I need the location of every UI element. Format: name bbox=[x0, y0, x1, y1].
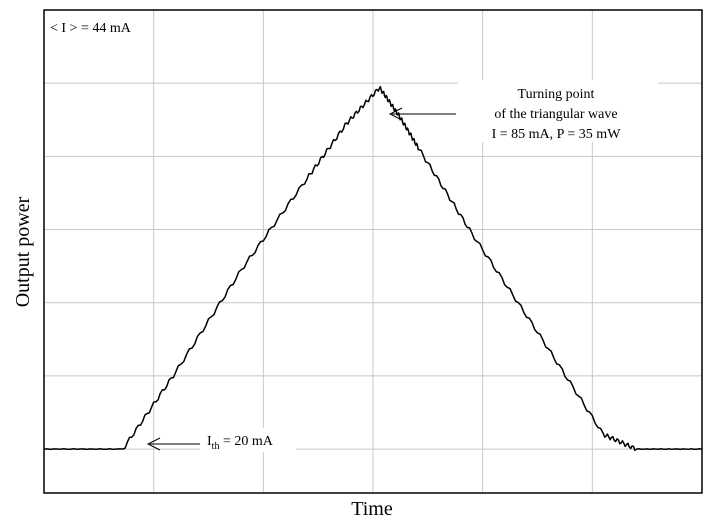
threshold-subscript: th bbox=[212, 441, 220, 452]
threshold-arrow bbox=[146, 437, 200, 451]
threshold-label: Ith = 20 mA bbox=[207, 434, 274, 452]
series-line bbox=[43, 85, 703, 452]
turning-point-arrow bbox=[388, 107, 456, 121]
y-axis-label: Output power bbox=[12, 196, 34, 307]
threshold-value: = 20 mA bbox=[219, 434, 273, 449]
mean-current-label: < I > = 44 mA bbox=[50, 21, 132, 36]
x-axis-label: Time bbox=[351, 498, 393, 520]
grid bbox=[44, 10, 702, 493]
turning-point-line1: Turning point bbox=[518, 87, 595, 102]
plot-frame bbox=[43, 9, 703, 494]
threshold-prefix: I bbox=[207, 434, 212, 449]
turning-point-line2: of the triangular wave bbox=[494, 107, 617, 122]
turning-point-line3: I = 85 mA, P = 35 mW bbox=[492, 127, 622, 142]
